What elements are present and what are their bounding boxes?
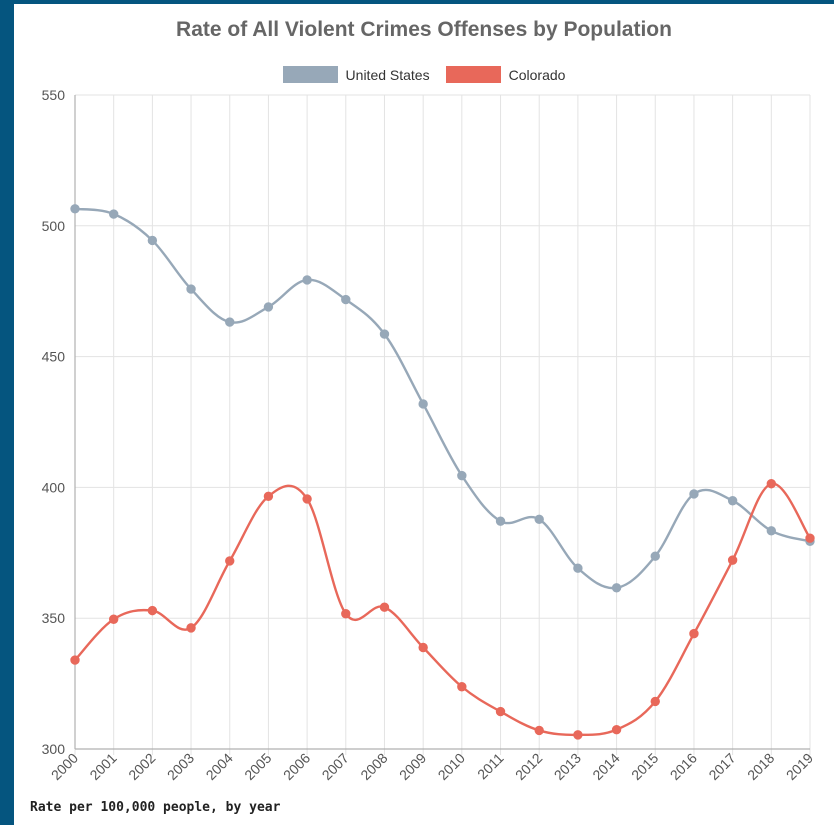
y-tick-label: 550 xyxy=(42,87,66,103)
data-point-united-states xyxy=(225,317,235,327)
x-tick-label: 2007 xyxy=(319,750,352,783)
x-tick-label: 2009 xyxy=(396,750,429,783)
data-point-united-states xyxy=(766,526,777,536)
legend-swatch-united-states xyxy=(282,66,338,83)
data-point-colorado xyxy=(611,724,622,735)
x-tick-label: 2018 xyxy=(744,750,777,783)
data-point-colorado xyxy=(225,556,235,566)
data-point-united-states xyxy=(263,302,274,312)
data-point-colorado xyxy=(805,533,815,543)
data-point-colorado xyxy=(70,655,80,665)
data-point-united-states xyxy=(495,516,506,526)
data-point-united-states xyxy=(611,583,622,593)
x-tick-label: 2016 xyxy=(667,750,700,783)
x-tick-label: 2011 xyxy=(474,750,507,783)
data-point-colorado xyxy=(766,479,777,489)
data-point-united-states xyxy=(302,275,312,285)
data-point-colorado xyxy=(418,642,428,653)
data-point-colorado xyxy=(108,614,119,624)
data-point-colorado xyxy=(186,623,196,633)
x-tick-label: 2015 xyxy=(628,750,661,783)
data-point-united-states xyxy=(534,514,544,525)
x-tick-label: 2003 xyxy=(164,750,197,783)
y-tick-label: 350 xyxy=(42,610,66,626)
y-tick-label: 400 xyxy=(42,479,66,495)
data-point-colorado xyxy=(302,494,312,504)
chart-legend: United States Colorado xyxy=(14,66,834,83)
data-point-united-states xyxy=(689,489,699,499)
data-point-colorado xyxy=(650,696,660,707)
data-point-colorado xyxy=(727,555,738,565)
data-point-colorado xyxy=(495,706,506,717)
legend-label-united-states: United States xyxy=(345,66,430,83)
data-point-united-states xyxy=(341,294,351,305)
data-point-united-states xyxy=(70,204,80,214)
y-tick-label: 450 xyxy=(42,349,66,365)
x-tick-label: 2006 xyxy=(280,750,313,783)
data-point-colorado xyxy=(147,605,158,616)
x-tick-label: 2012 xyxy=(512,750,545,783)
x-tick-label: 2008 xyxy=(357,750,390,783)
x-tick-label: 2005 xyxy=(241,750,274,783)
data-point-colorado xyxy=(689,628,699,639)
data-point-united-states xyxy=(379,329,390,339)
data-point-united-states xyxy=(186,284,196,294)
x-tick-label: 2014 xyxy=(589,750,622,783)
x-tick-label: 2017 xyxy=(705,750,738,783)
legend-label-colorado: Colorado xyxy=(508,66,566,83)
data-point-colorado xyxy=(341,609,351,619)
legend-item-colorado[interactable]: Colorado xyxy=(445,66,566,83)
data-point-united-states xyxy=(457,470,467,481)
data-point-colorado xyxy=(573,730,583,740)
data-point-united-states xyxy=(650,551,660,561)
series-line-united-states xyxy=(74,207,811,590)
chart-caption: Rate per 100,000 people, by year xyxy=(30,800,281,815)
y-tick-label: 300 xyxy=(42,741,66,757)
data-point-united-states xyxy=(147,235,158,246)
data-point-colorado xyxy=(379,602,390,612)
data-point-united-states xyxy=(418,399,428,409)
x-tick-label: 2002 xyxy=(125,750,158,783)
data-point-united-states xyxy=(727,496,738,506)
legend-swatch-colorado xyxy=(445,66,501,83)
data-point-united-states xyxy=(108,209,119,219)
data-point-colorado xyxy=(457,682,467,692)
y-tick-label: 500 xyxy=(42,218,66,234)
legend-item-united-states[interactable]: United States xyxy=(282,66,430,83)
chart-panel: Rate of All Violent Crimes Offenses by P… xyxy=(14,4,834,825)
chart-title: Rate of All Violent Crimes Offenses by P… xyxy=(176,18,672,41)
x-tick-label: 2010 xyxy=(435,750,468,783)
x-tick-label: 2004 xyxy=(203,750,236,783)
x-tick-label: 2019 xyxy=(783,750,816,783)
x-tick-label: 2001 xyxy=(86,750,119,783)
series-line-colorado xyxy=(74,482,812,737)
x-tick-label: 2013 xyxy=(551,750,584,783)
data-point-united-states xyxy=(573,563,583,573)
data-point-colorado xyxy=(534,725,544,736)
data-point-colorado xyxy=(263,491,274,501)
